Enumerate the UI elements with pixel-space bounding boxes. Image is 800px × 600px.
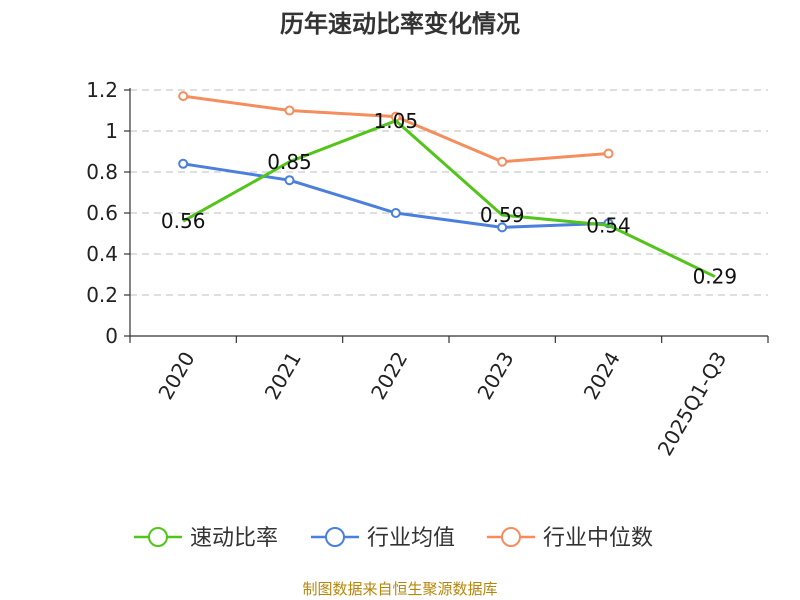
data-point (497, 156, 508, 167)
data-point (284, 175, 295, 186)
legend-item[interactable]: 速动比率 (134, 526, 278, 551)
legend-label: 行业均值 (367, 526, 455, 551)
x-tick-label: 2024 (579, 348, 625, 404)
y-tick-label: 1 (105, 119, 118, 143)
chart-title: 历年速动比率变化情况 (280, 10, 520, 38)
legend-marker (325, 527, 345, 547)
legend-marker (501, 527, 521, 547)
x-tick-label: 2023 (472, 347, 518, 403)
data-labels: 0.56 0.85 1.05 0.59 0.54 0.29 (161, 109, 737, 289)
y-tick-label: 0.6 (86, 201, 118, 225)
data-label: 1.05 (374, 109, 419, 133)
legend-item[interactable]: 行业均值 (311, 526, 455, 551)
legend-label: 行业中位数 (543, 526, 653, 551)
data-point (603, 148, 614, 159)
data-label: 0.29 (693, 265, 738, 289)
data-label: 0.85 (267, 150, 312, 174)
data-point (284, 105, 295, 116)
data-label: 0.59 (480, 203, 525, 227)
data-point (497, 222, 508, 233)
data-point (178, 91, 189, 102)
y-tick-label: 0.4 (86, 242, 118, 266)
x-tick-label: 2021 (260, 348, 306, 404)
data-label: 0.56 (161, 209, 206, 233)
x-tick-label: 2020 (153, 348, 199, 404)
y-tick-label: 0.2 (86, 283, 118, 307)
source-footer: 制图数据来自恒生聚源数据库 (302, 580, 497, 598)
y-tick-label: 0.8 (86, 160, 118, 184)
data-label: 0.54 (586, 213, 631, 237)
legend[interactable]: 速动比率 行业均值 行业中位数 (134, 526, 653, 551)
axes: 0 0.2 0.4 0.6 0.8 1 1.2 2020 2021 2022 2023 2024 202… (86, 78, 769, 460)
series-line (182, 119, 716, 278)
grid-lines (130, 89, 768, 296)
x-tick-label: 2025Q1-Q3 (653, 348, 732, 460)
legend-item[interactable]: 行业中位数 (487, 526, 653, 551)
legend-marker (148, 527, 168, 547)
x-tick-label: 2022 (366, 348, 412, 404)
series-layer (178, 91, 716, 278)
data-point (390, 208, 401, 218)
legend-label: 速动比率 (190, 526, 278, 551)
y-tick-label: 0 (105, 324, 118, 348)
y-tick-label: 1.2 (86, 78, 118, 102)
data-point (178, 158, 189, 169)
